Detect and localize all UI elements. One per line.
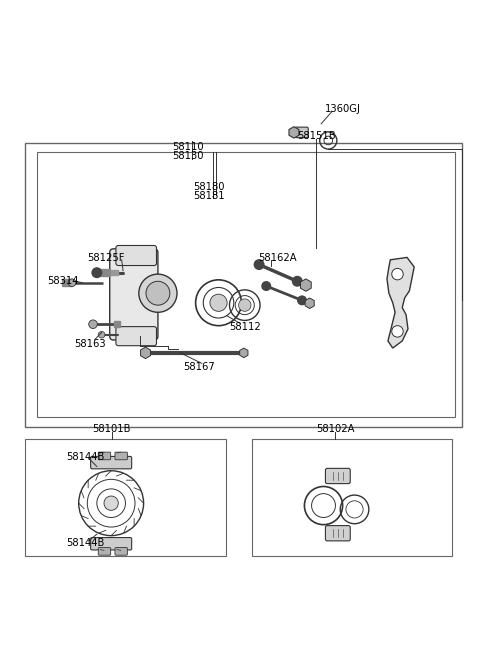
Circle shape bbox=[254, 260, 264, 269]
FancyBboxPatch shape bbox=[115, 452, 127, 460]
FancyBboxPatch shape bbox=[91, 538, 132, 550]
Bar bbox=[252, 439, 452, 555]
Circle shape bbox=[98, 332, 105, 338]
Text: 58180: 58180 bbox=[193, 182, 225, 191]
FancyBboxPatch shape bbox=[295, 127, 308, 138]
Bar bbox=[111, 270, 118, 275]
Text: 1360GJ: 1360GJ bbox=[324, 105, 360, 114]
Bar bbox=[100, 269, 110, 276]
Bar bbox=[25, 143, 462, 427]
Circle shape bbox=[239, 299, 251, 311]
FancyBboxPatch shape bbox=[116, 245, 156, 266]
Bar bbox=[62, 280, 72, 286]
Circle shape bbox=[104, 496, 118, 511]
Bar bbox=[37, 153, 455, 417]
Text: 58110: 58110 bbox=[172, 141, 204, 152]
Circle shape bbox=[392, 268, 403, 280]
Text: 58144B: 58144B bbox=[66, 538, 104, 548]
Circle shape bbox=[139, 274, 177, 313]
FancyBboxPatch shape bbox=[91, 457, 132, 469]
FancyBboxPatch shape bbox=[325, 526, 350, 541]
Circle shape bbox=[210, 294, 227, 311]
Circle shape bbox=[392, 326, 403, 337]
Text: 58102A: 58102A bbox=[316, 424, 355, 434]
FancyBboxPatch shape bbox=[98, 452, 111, 460]
Circle shape bbox=[298, 296, 306, 305]
FancyBboxPatch shape bbox=[110, 249, 158, 340]
FancyBboxPatch shape bbox=[115, 547, 127, 555]
Text: 58181: 58181 bbox=[193, 191, 225, 201]
FancyBboxPatch shape bbox=[98, 547, 111, 555]
FancyBboxPatch shape bbox=[325, 468, 350, 484]
Circle shape bbox=[68, 279, 76, 286]
Text: 58130: 58130 bbox=[172, 151, 203, 161]
Text: 58167: 58167 bbox=[183, 362, 216, 372]
Text: 58314: 58314 bbox=[48, 276, 79, 286]
Circle shape bbox=[92, 268, 102, 278]
Text: 58101B: 58101B bbox=[92, 424, 131, 434]
Circle shape bbox=[262, 282, 271, 290]
Circle shape bbox=[146, 281, 170, 305]
FancyBboxPatch shape bbox=[116, 326, 156, 345]
Bar bbox=[115, 321, 120, 327]
Text: 58163: 58163 bbox=[74, 340, 106, 349]
Text: 58125F: 58125F bbox=[88, 253, 125, 263]
Text: 58151B: 58151B bbox=[297, 131, 336, 141]
Polygon shape bbox=[387, 257, 414, 348]
Circle shape bbox=[292, 276, 302, 286]
Bar bbox=[25, 439, 226, 555]
Text: 58144B: 58144B bbox=[66, 452, 104, 462]
Text: 58112: 58112 bbox=[229, 322, 261, 332]
Text: 58162A: 58162A bbox=[258, 253, 297, 263]
Circle shape bbox=[89, 320, 97, 328]
